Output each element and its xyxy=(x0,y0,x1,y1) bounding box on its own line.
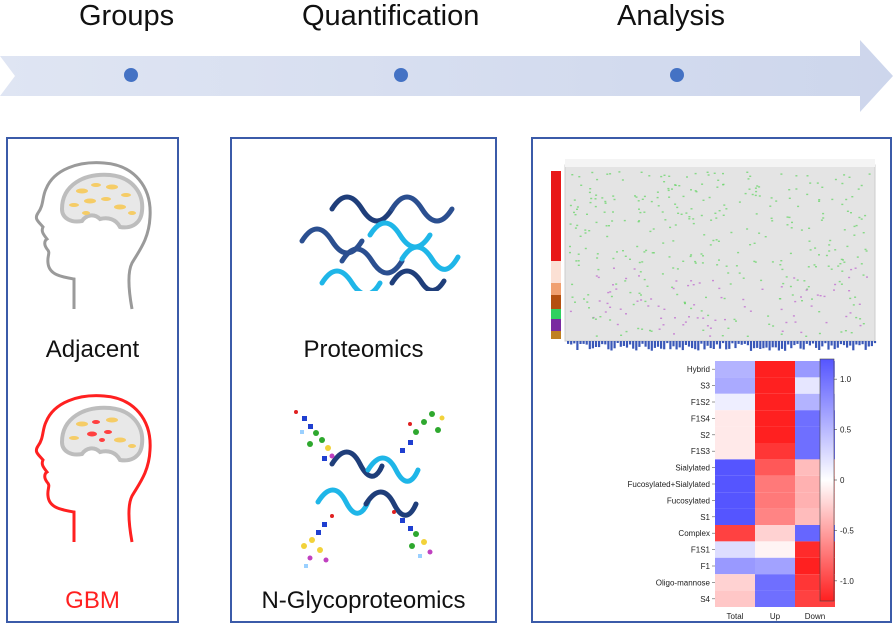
head-tumor-icon xyxy=(34,394,152,543)
heatmap-cell xyxy=(755,574,795,591)
heatmap-col-label: Down xyxy=(805,612,825,621)
heatmap-row-label: S2 xyxy=(700,431,710,440)
colorbar-tick-label: 0.5 xyxy=(840,426,852,435)
quantification-panel: Proteomics xyxy=(230,137,497,623)
heatmap-cell xyxy=(755,508,795,525)
heatmap-cell xyxy=(755,393,795,411)
heatmap-cell xyxy=(715,459,755,476)
heatmap-cell xyxy=(715,377,755,394)
heatmap-cell xyxy=(755,492,795,509)
gbm-label: GBM xyxy=(65,587,120,614)
n-glycoproteomics-label: N-Glycoproteomics xyxy=(261,587,466,614)
heatmap-col-label: Up xyxy=(770,612,781,621)
heatmap-cell xyxy=(755,557,795,575)
proteomics-label: Proteomics xyxy=(303,336,424,363)
glycan-heatmap: HybridS3F1S2F1S4S2F1S3SialylatedFucosyla… xyxy=(628,358,854,621)
heatmap-cell xyxy=(715,492,755,509)
heatmap-cell xyxy=(755,475,795,493)
heatmap-row-label: F1S3 xyxy=(691,447,711,456)
heatmap-cell xyxy=(715,508,755,525)
heatmap-row-label: F1S1 xyxy=(691,546,711,555)
heatmap-row-label: Complex xyxy=(678,529,710,538)
heatmap-cell xyxy=(715,557,755,575)
heatmap-row-label: F1S4 xyxy=(691,414,711,423)
heatmap-row-label: Sialylated xyxy=(675,464,710,473)
heatmap-cell xyxy=(755,443,795,460)
heatmap-cell xyxy=(715,426,755,443)
timeline-dot-analysis xyxy=(670,68,684,82)
colorbar-tick-label: 1.0 xyxy=(840,375,852,384)
heatmap-cell xyxy=(755,541,795,558)
heatmap-row-label: F1 xyxy=(701,562,711,571)
heatmap-cell xyxy=(755,361,795,378)
heatmap-row-label: S4 xyxy=(700,595,710,604)
heatmap-row-label: Fucosylated xyxy=(667,496,710,505)
step-groups: Groups xyxy=(79,0,175,32)
proteomics-heatmap-thumbnail xyxy=(551,159,877,351)
heatmap-cell xyxy=(755,525,795,542)
heatmap-row-label: Fucosylated+Sialylated xyxy=(628,480,711,489)
heatmap-cell xyxy=(715,541,755,558)
analysis-panel: Hybrid S3 F1S2 F1S4 S2 F1S3 Sialylated Fucosyla… xyxy=(531,137,892,623)
heatmap-cell xyxy=(755,459,795,476)
heatmap-cell xyxy=(715,590,755,607)
colorbar-tick-label: -0.5 xyxy=(840,526,854,535)
peptide-waves-icon xyxy=(299,194,461,291)
groups-panel: Adjacent GBM xyxy=(6,137,179,623)
heatmap-cell xyxy=(755,410,795,427)
heatmap-row-label: Hybrid xyxy=(687,365,710,374)
heatmap-cell xyxy=(715,443,755,460)
glycopeptide-icon xyxy=(294,410,445,568)
heatmap-row-label: S1 xyxy=(700,513,710,522)
timeline-dot-groups xyxy=(124,68,138,82)
timeline-dot-quantification xyxy=(394,68,408,82)
heatmap-cell xyxy=(755,377,795,394)
heatmap-cell xyxy=(715,393,755,411)
colorbar-tick-label: 0 xyxy=(840,476,845,485)
colorbar xyxy=(819,358,835,602)
heatmap-col-label: Total xyxy=(727,612,744,621)
heatmap-cell xyxy=(755,426,795,443)
heatmap-row-label: S3 xyxy=(700,382,710,391)
heatmap-cell xyxy=(715,475,755,493)
arrow-shape xyxy=(0,40,893,112)
step-quantification: Quantification xyxy=(302,0,480,32)
step-analysis: Analysis xyxy=(617,0,725,32)
adjacent-label: Adjacent xyxy=(45,336,140,363)
heatmap-cell xyxy=(715,361,755,378)
heatmap-cell xyxy=(715,574,755,591)
heatmap-cell xyxy=(755,590,795,607)
colorbar-tick-label: -1.0 xyxy=(840,577,854,586)
timeline-arrow xyxy=(0,40,893,112)
heatmap-row-label: F1S2 xyxy=(691,398,711,407)
head-icon xyxy=(34,161,152,310)
heatmap-cell xyxy=(715,410,755,427)
heatmap-cell xyxy=(715,525,755,542)
heatmap-row-label: Oligo-mannose xyxy=(656,578,711,587)
